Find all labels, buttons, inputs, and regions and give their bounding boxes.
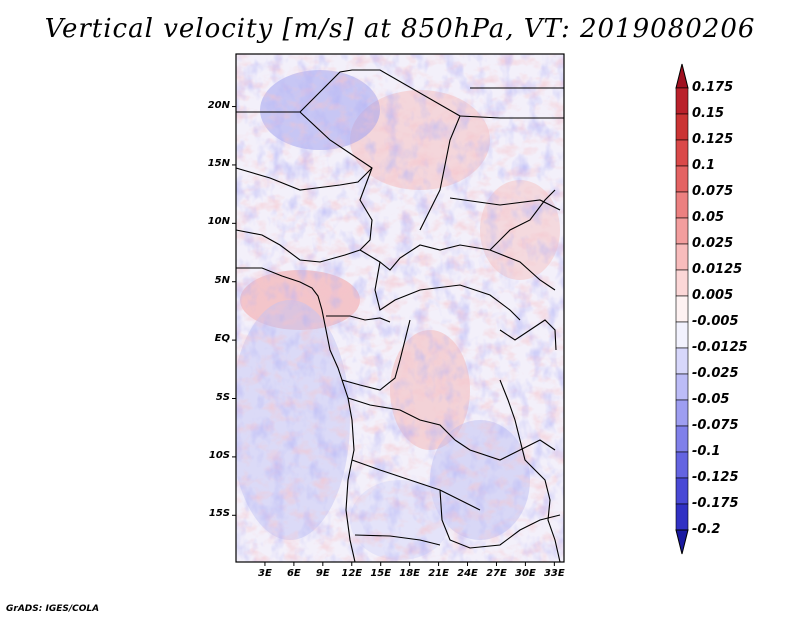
lat-tick-label: 10S [208,449,230,461]
colorbar-swatch [675,503,689,531]
colorbar-swatch [675,113,689,141]
coastline [236,267,356,563]
country-borders [235,69,564,563]
colorbar-swatch [675,217,689,245]
colorbar-swatch [675,139,689,167]
colorbar-top-arrow [675,63,689,89]
colorbar-swatch [675,295,689,323]
lon-tick-label: 21E [428,568,449,579]
lat-tick-label: EQ [214,333,230,345]
colorbar-level-label: 0.0125 [692,262,743,277]
colorbar-level-label: 0.175 [692,80,734,95]
colorbar-swatch [675,243,689,271]
lon-tick-label: 27E [486,568,507,579]
lat-tick-label: 5S [215,391,230,403]
colorbar-level-label: -0.2 [692,522,721,537]
colorbar-swatch [675,321,689,349]
colorbar-level-label: -0.025 [692,366,739,381]
colorbar-level-label: 0.15 [692,106,725,121]
lat-tick-label: 15S [208,508,230,520]
colorbar-level-label: 0.005 [692,288,734,303]
lon-tick-label: 18E [399,568,421,579]
lat-tick-label: 20N [207,99,230,111]
colorbar-level-label: 0.075 [692,184,734,199]
colorbar-swatch [675,165,689,193]
colorbar-level-label: -0.05 [692,392,730,407]
colorbar-level-label: 0.125 [692,132,734,147]
lon-tick-label: 12E [341,568,363,579]
colorbar-swatch [675,399,689,427]
colorbar [675,63,689,555]
lon-tick-label: 15E [370,568,392,579]
colorbar-level-label: -0.0125 [692,340,748,355]
lon-tick-label: 9E [315,568,330,579]
lat-tick-label: 5N [214,274,230,286]
colorbar-swatch [675,191,689,219]
lon-tick-label: 6E [286,568,301,579]
colorbar-level-label: 0.1 [692,158,716,173]
colorbar-swatch [675,347,689,375]
lon-tick-label: 33E [543,568,565,579]
colorbar-swatch [675,451,689,479]
map-title: Vertical velocity [m/s] at 850hPa, VT: 2… [44,14,756,44]
colorbar-level-label: -0.005 [692,314,739,329]
velocity-field [236,54,564,562]
colorbar-swatch [675,373,689,401]
colorbar-swatch [675,87,689,115]
colorbar-bottom-arrow [675,529,689,555]
lon-tick-label: 3E [258,568,272,579]
colorbar-level-label: -0.1 [692,444,721,459]
colorbar-level-label: -0.175 [692,496,739,511]
lon-tick-label: 30E [515,568,536,579]
colorbar-level-label: -0.125 [692,470,739,485]
map-frame [235,53,565,563]
colorbar-level-label: -0.075 [692,418,739,433]
colorbar-swatch [675,425,689,453]
lat-tick-label: 10N [207,216,230,228]
colorbar-swatch [675,269,689,297]
lon-tick-label: 24E [457,568,478,579]
colorbar-level-label: 0.05 [692,210,725,225]
lon-ticks [264,562,555,566]
colorbar-level-label: 0.025 [692,236,734,251]
lat-ticks [232,106,236,516]
lat-tick-label: 15N [207,157,230,169]
colorbar-swatch [675,477,689,505]
grads-credit: GrADS: IGES/COLA [6,604,100,614]
